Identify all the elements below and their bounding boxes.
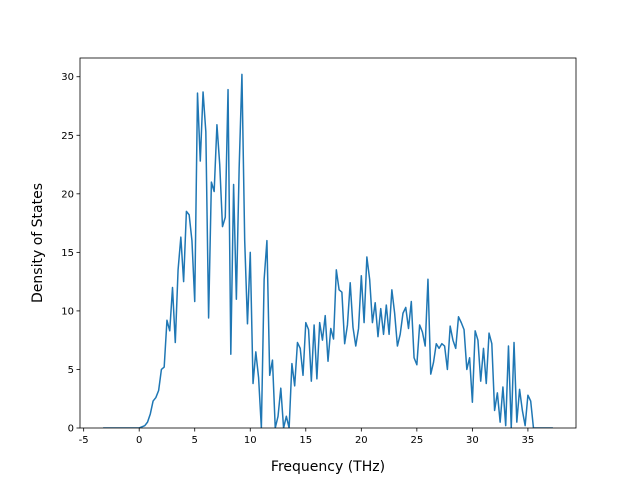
- y-tick-label: 30: [61, 72, 74, 83]
- x-tick-label: 15: [299, 435, 312, 446]
- x-tick-label: 5: [192, 435, 198, 446]
- x-tick-label: 0: [136, 435, 142, 446]
- y-axis-label: Density of States: [30, 183, 46, 303]
- y-tick-label: 25: [61, 131, 74, 142]
- y-tick-label: 10: [61, 306, 74, 317]
- x-tick-label: 35: [522, 435, 535, 446]
- x-tick-label: 30: [466, 435, 479, 446]
- y-tick-label: 0: [68, 424, 74, 435]
- y-tick-label: 5: [68, 365, 74, 376]
- x-tick-label: -5: [79, 435, 89, 446]
- y-tick-label: 20: [61, 189, 74, 200]
- line-series: [103, 73, 553, 428]
- x-tick-label: 10: [244, 435, 257, 446]
- plot-frame: [79, 57, 577, 429]
- x-tick-label: 20: [355, 435, 368, 446]
- y-tick-label: 15: [61, 248, 74, 259]
- x-tick-label: 25: [410, 435, 423, 446]
- x-axis-label: Frequency (THz): [271, 459, 385, 475]
